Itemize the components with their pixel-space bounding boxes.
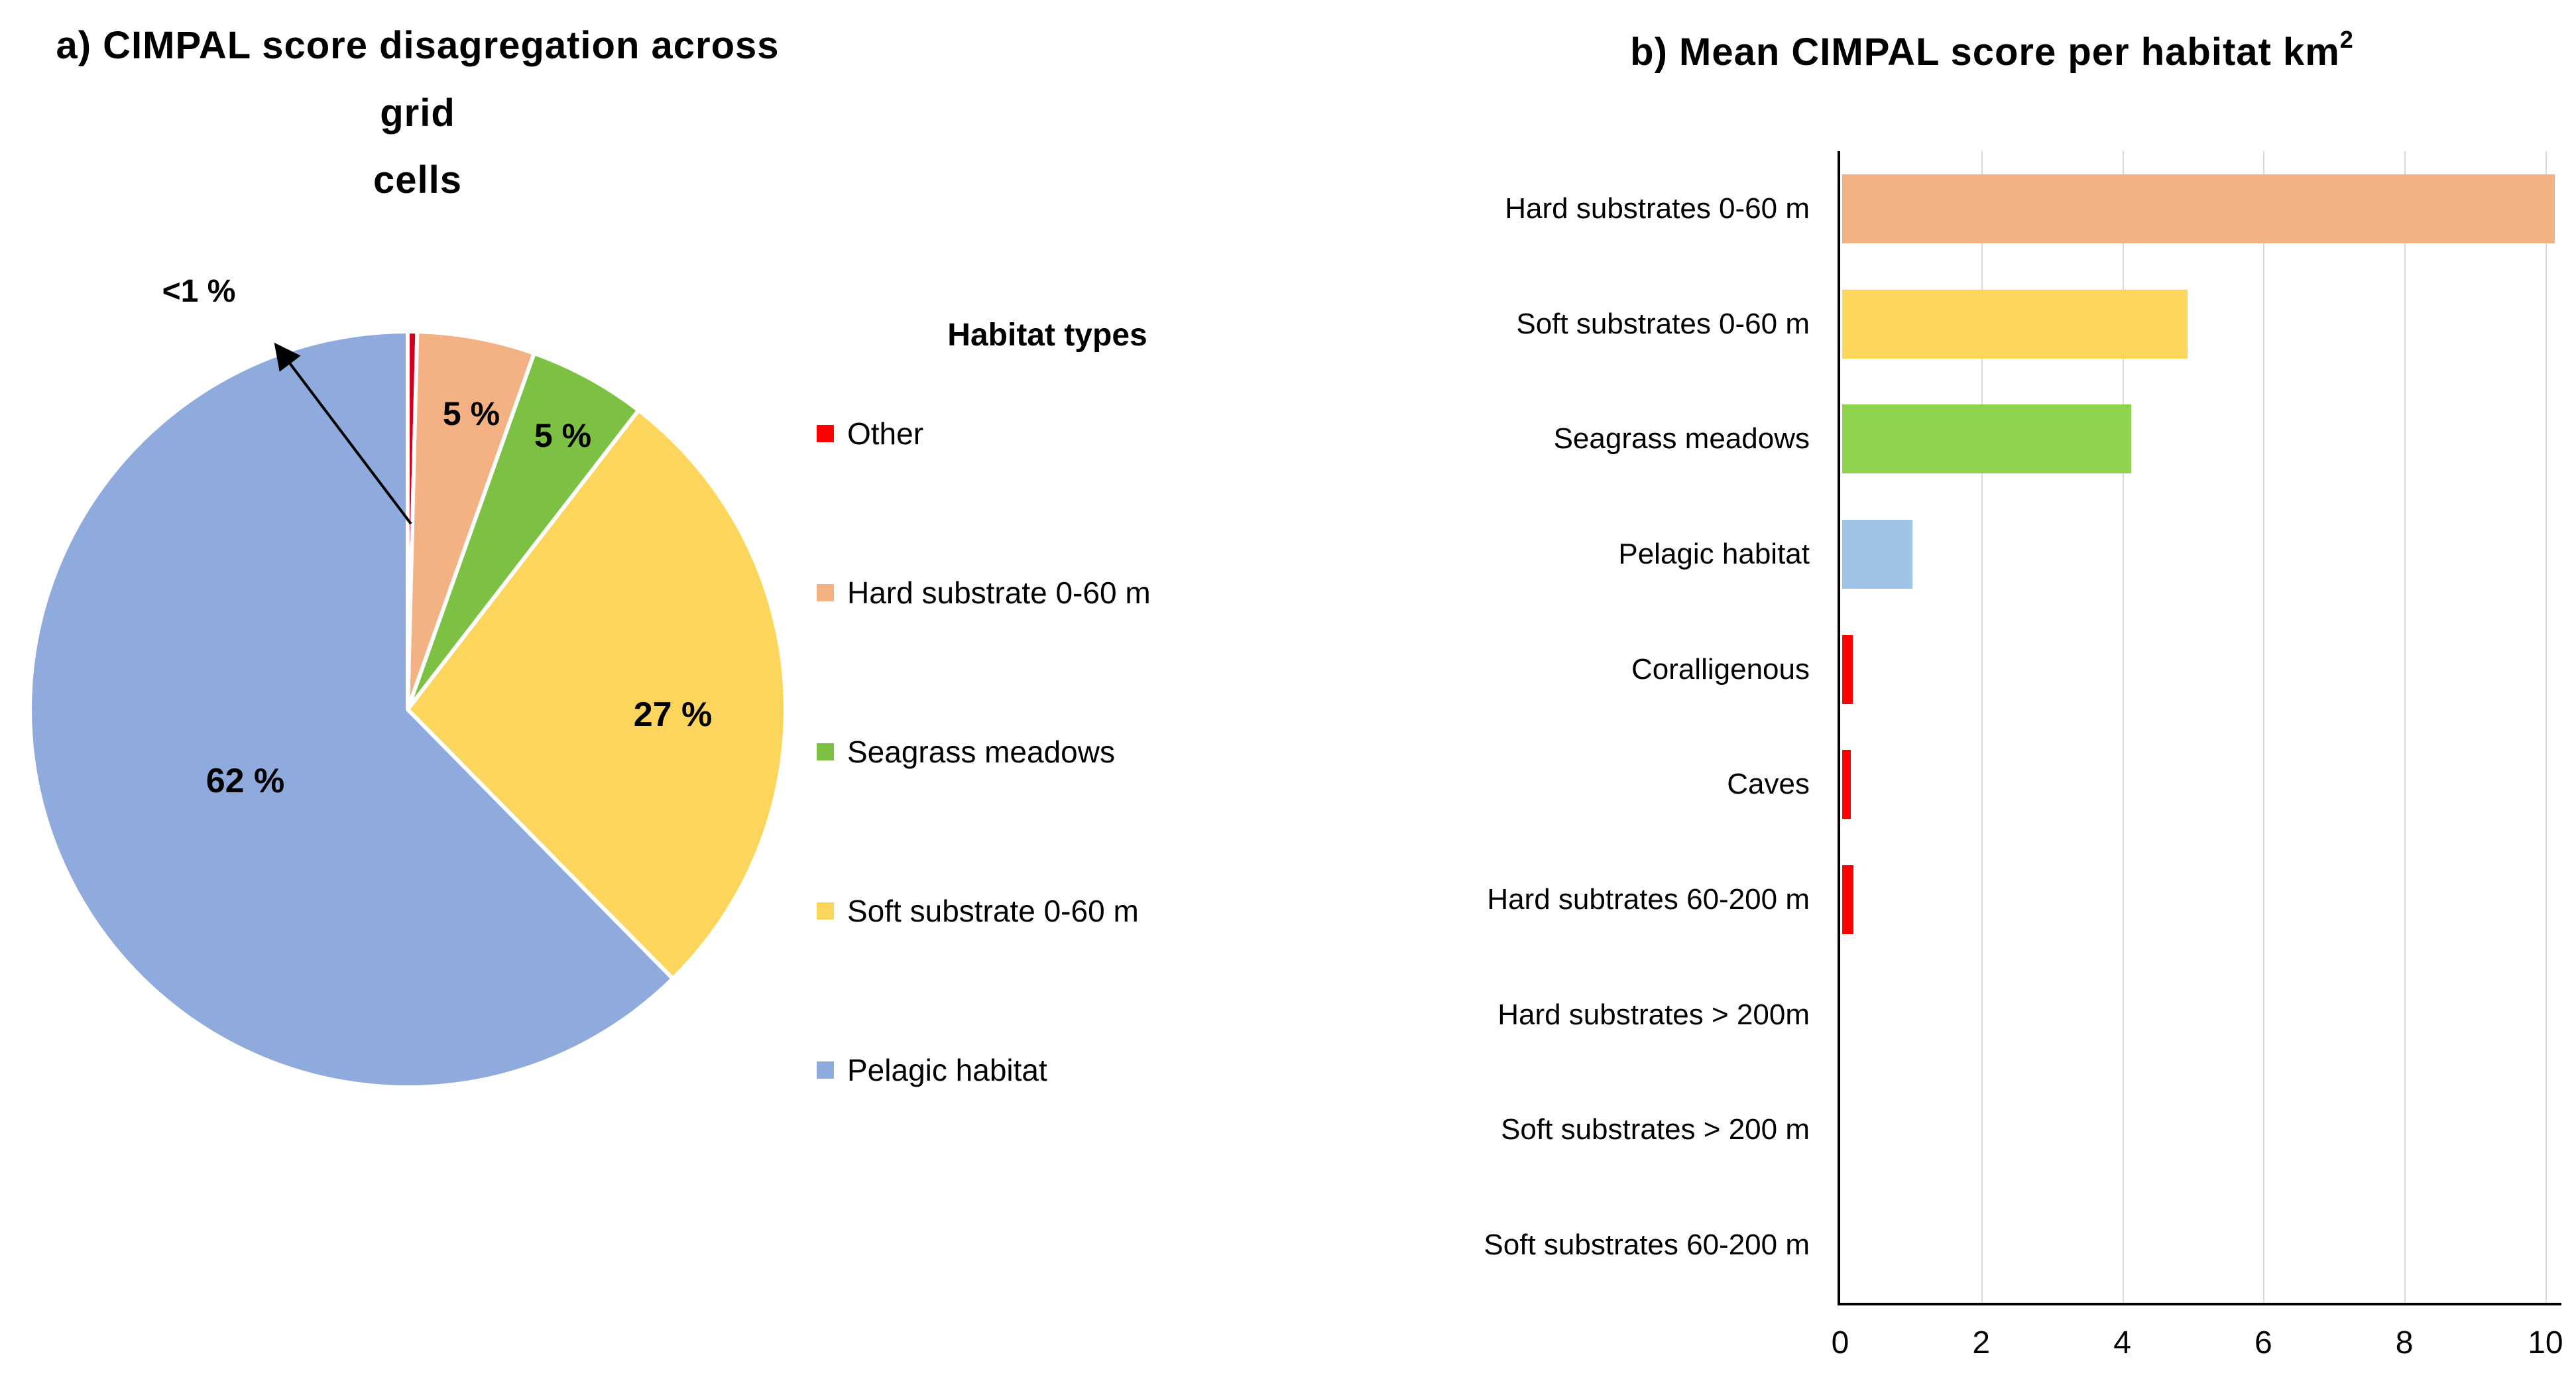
bar-hard-subtrates-60-200-m: [1842, 865, 1854, 935]
bar-category-label-soft-substrates-200-m: Soft substrates > 200 m: [1501, 1113, 1810, 1146]
bar-category-label-soft-substrates-60-200-m: Soft substrates 60-200 m: [1484, 1229, 1810, 1262]
gridline-x-2: [1981, 151, 1983, 1303]
pie-slice-soft-substrate-0-60-m: [406, 408, 788, 981]
pie-slice-label-seagrass-meadows: 5 %: [534, 417, 591, 454]
legend-item-pelagic-habitat: Pelagic habitat: [817, 1049, 1047, 1091]
bar-category-label-pelagic-habitat: Pelagic habitat: [1618, 537, 1810, 570]
pie-callout-label: <1 %: [162, 274, 236, 309]
bar-chart-title-text: b) Mean CIMPAL score per habitat km: [1630, 30, 2340, 74]
legend-label: Pelagic habitat: [847, 1053, 1047, 1087]
bar-chart-title: b) Mean CIMPAL score per habitat km2: [1554, 19, 2430, 86]
pie-slice-label-hard-substrate-0-60-m: 5 %: [443, 395, 500, 432]
legend-swatch-hard-substrate-0-60-m: [817, 584, 834, 601]
bar-seagrass-meadows: [1842, 404, 2132, 474]
bar-category-label-hard-subtrates-60-200-m: Hard subtrates 60-200 m: [1487, 883, 1810, 916]
legend-swatch-pelagic-habitat: [817, 1061, 834, 1079]
bar-soft-substrates-0-60-m: [1842, 289, 2188, 359]
legend-label: Hard substrate 0-60 m: [847, 575, 1151, 610]
callout-arrow: [274, 342, 412, 525]
gridline-x-6: [2263, 151, 2265, 1303]
legend-swatch-soft-substrate-0-60-m: [817, 902, 834, 920]
legend-item-other: Other: [817, 412, 923, 455]
pie-chart: <1 % 5 % 5 % 27 % 62 %: [28, 274, 788, 1089]
pie-labels-group: <1 % 5 % 5 % 27 % 62 %: [162, 274, 713, 800]
x-tick-label-2: 2: [1972, 1325, 1991, 1360]
bar-category-label-hard-substrates-200m: Hard substrates > 200m: [1497, 998, 1810, 1031]
legend-label: Seagrass meadows: [847, 735, 1115, 769]
legend-label: Soft substrate 0-60 m: [847, 894, 1139, 928]
legend-item-hard-substrate-0-60-m: Hard substrate 0-60 m: [817, 572, 1151, 614]
legend-swatch-seagrass-meadows: [817, 743, 834, 760]
pie-slices-group: [28, 330, 788, 1089]
x-axis-line: [1838, 1303, 2561, 1305]
x-tick-label-10: 10: [2528, 1325, 2563, 1360]
legend-item-soft-substrate-0-60-m: Soft substrate 0-60 m: [817, 890, 1139, 932]
x-tick-label-8: 8: [2395, 1325, 2414, 1360]
legend-item-seagrass-meadows: Seagrass meadows: [817, 731, 1115, 773]
pie-chart-title-line1: a) CIMPAL score disagregation across gri…: [56, 24, 780, 135]
bar-hard-substrates-0-60-m: [1842, 174, 2555, 243]
bar-category-label-coralligenous: Coralligenous: [1631, 652, 1810, 686]
bar-coralligenous: [1842, 634, 1853, 704]
pie-chart-title-line2: cells: [373, 158, 462, 202]
gridline-x-4: [2122, 151, 2124, 1303]
legend-swatch-other: [817, 425, 834, 442]
x-tick-label-6: 6: [2254, 1325, 2272, 1360]
legend-label: Other: [847, 416, 924, 451]
bar-caves: [1842, 750, 1851, 819]
bar-category-label-soft-substrates-0-60-m: Soft substrates 0-60 m: [1516, 307, 1810, 340]
bar-chart-title-superscript: 2: [2339, 26, 2354, 53]
pie-slice-label-pelagic-habitat: 62 %: [206, 762, 285, 800]
gridline-x-8: [2404, 151, 2406, 1303]
pie-slice-label-soft-substrate-0-60-m: 27 %: [634, 695, 713, 734]
pie-slice-pelagic-habitat: [28, 330, 675, 1089]
y-axis-line: [1838, 151, 1840, 1305]
bar-pelagic-habitat: [1842, 519, 1913, 589]
bar-category-label-caves: Caves: [1727, 768, 1810, 801]
pie-slice-seagrass-meadows: [406, 351, 641, 711]
pie-chart-title: a) CIMPAL score disagregation across gri…: [27, 12, 809, 214]
gridline-x-10: [2545, 151, 2547, 1303]
legend-title: Habitat types: [947, 318, 1147, 353]
bar-category-label-seagrass-meadows: Seagrass meadows: [1553, 422, 1810, 455]
bar-category-label-hard-substrates-0-60-m: Hard substrates 0-60 m: [1505, 192, 1810, 225]
x-tick-label-0: 0: [1831, 1325, 1849, 1360]
x-tick-label-4: 4: [2113, 1325, 2131, 1360]
